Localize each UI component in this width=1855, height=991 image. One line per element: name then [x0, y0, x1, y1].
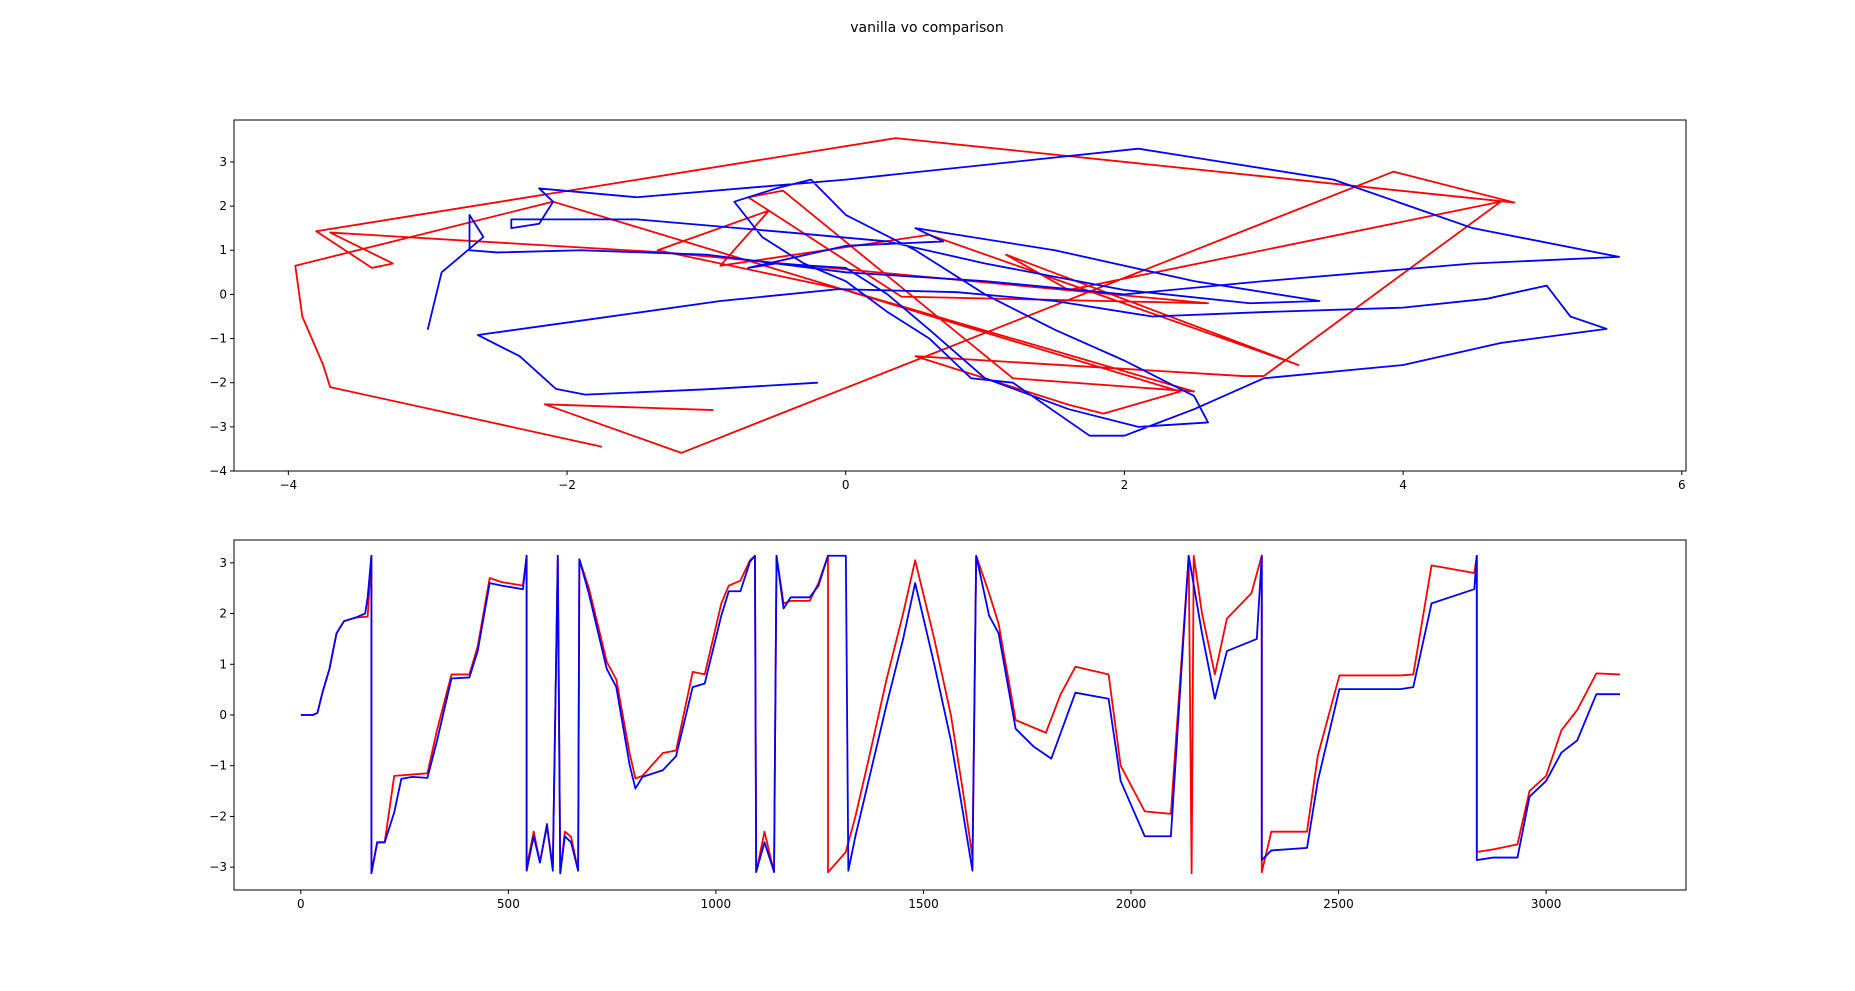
x-tick-label: 3000 — [1531, 897, 1562, 911]
axes-frame — [233, 539, 1687, 891]
y-tick-label: 0 — [219, 708, 227, 722]
plot-area — [294, 137, 1621, 454]
y-tick-label: −4 — [209, 464, 227, 478]
x-tick-label: 2500 — [1323, 897, 1354, 911]
y-tick-label: 2 — [219, 199, 227, 213]
y-tick-label: 3 — [219, 556, 227, 570]
subplot: 0 500 1000 1500 2000 2500 3000 −3 −2 −1 0 1 2 3 — [209, 539, 1687, 911]
series-line — [426, 147, 1621, 437]
y-tick-label: −1 — [209, 759, 227, 773]
y-tick-label: −1 — [209, 332, 227, 346]
y-tick-label: −2 — [209, 376, 227, 390]
x-tick-label: 2000 — [1116, 897, 1147, 911]
x-tick-label: 0 — [297, 897, 305, 911]
axes-frame — [233, 119, 1687, 472]
y-tick-label: −3 — [209, 420, 227, 434]
x-tick-label: −4 — [279, 478, 297, 492]
series-line — [294, 137, 1516, 454]
x-tick-label: 2 — [1121, 478, 1129, 492]
x-tick-label: 1000 — [701, 897, 732, 911]
y-tick-label: 1 — [219, 657, 227, 671]
x-tick-label: 4 — [1399, 478, 1407, 492]
y-tick-label: 1 — [219, 243, 227, 257]
subplot: −4 −2 0 2 4 6 −4 −3 −2 −1 0 1 2 3 — [209, 119, 1687, 492]
series-line — [300, 554, 1620, 875]
y-tick-label: −3 — [209, 860, 227, 874]
x-tick-label: 500 — [497, 897, 520, 911]
y-tick-label: −2 — [209, 809, 227, 823]
plot-area — [300, 554, 1621, 875]
x-tick-label: 6 — [1678, 478, 1686, 492]
y-tick-label: 3 — [219, 155, 227, 169]
x-tick-label: −2 — [558, 478, 576, 492]
y-tick-label: 0 — [219, 287, 227, 301]
x-tick-label: 0 — [842, 478, 850, 492]
x-tick-label: 1500 — [908, 897, 939, 911]
figure-title: vanilla vo comparison — [850, 20, 1003, 36]
series-line — [300, 554, 1621, 875]
y-tick-label: 2 — [219, 607, 227, 621]
